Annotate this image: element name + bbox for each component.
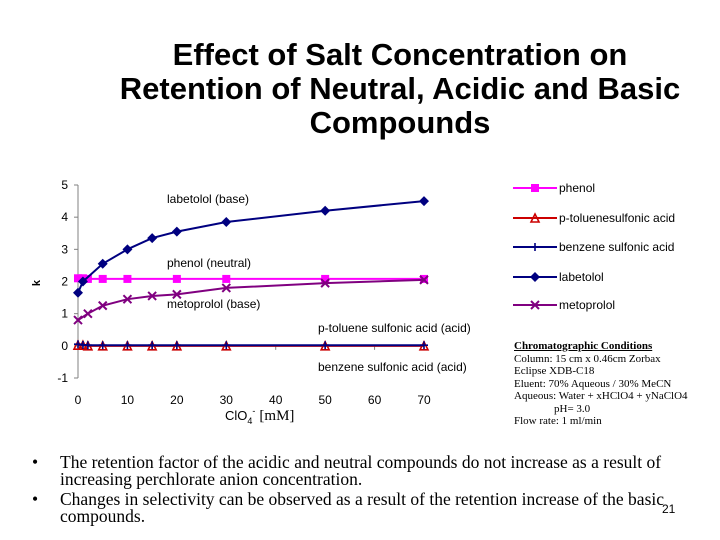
conditions-ph: pH= 3.0 bbox=[554, 402, 591, 415]
x-tick-label: 40 bbox=[269, 393, 283, 407]
data-point-metoprolol bbox=[98, 300, 108, 311]
data-point-labetolol bbox=[171, 226, 182, 237]
data-point-phenol bbox=[123, 274, 132, 283]
annotation-ptoluene: p-toluene sulfonic acid (acid) bbox=[318, 321, 471, 335]
data-point-metoprolol bbox=[122, 294, 133, 304]
data-point-benzene bbox=[222, 341, 231, 350]
bullet-list: • The retention factor of the acidic and… bbox=[28, 452, 714, 528]
data-point-phenol bbox=[83, 274, 92, 283]
data-point-metoprolol bbox=[83, 308, 93, 319]
x-tick-label: 0 bbox=[75, 393, 82, 407]
page-number: 21 bbox=[662, 502, 676, 516]
conditions-eluent: Eluent: 70% Aqueous / 30% MeCN bbox=[514, 377, 672, 390]
y-tick-label: 2 bbox=[61, 275, 68, 289]
data-point-labetolol bbox=[221, 216, 232, 227]
annotation-metoprolol: metoprolol (base) bbox=[167, 297, 260, 311]
data-point-labetolol bbox=[97, 258, 108, 269]
bullet-dot: • bbox=[32, 489, 39, 509]
conditions-flow: Flow rate: 1 ml/min bbox=[514, 415, 602, 427]
data-point-labetolol bbox=[147, 233, 158, 244]
data-point-labetolol bbox=[419, 196, 429, 207]
data-point-metoprolol bbox=[73, 315, 83, 325]
data-point-metoprolol bbox=[320, 278, 330, 288]
data-point-benzene bbox=[83, 341, 92, 350]
series-labetolol bbox=[73, 196, 429, 298]
y-axis-title: k bbox=[31, 279, 43, 286]
chart-legend: phenol p-toluenesulfonic acid benzene sulf… bbox=[513, 181, 675, 312]
y-tick-label: 1 bbox=[61, 307, 68, 321]
data-point-labetolol bbox=[73, 287, 83, 298]
data-point-phenol bbox=[222, 274, 231, 283]
bullet-text: The retention factor of the acidic and n… bbox=[60, 452, 662, 489]
legend-item-labetolol: labetolol bbox=[513, 270, 604, 284]
x-tick-label: 50 bbox=[318, 393, 332, 407]
chart-annotations: labetolol (base) phenol (neutral) metoprol… bbox=[167, 192, 471, 374]
y-tick-label: 4 bbox=[61, 210, 68, 224]
x-axis-title-main: ClO bbox=[225, 408, 247, 423]
slide-title: Effect of Salt Concentration on Retentio… bbox=[119, 37, 681, 140]
chromatographic-conditions: Chromatographic Conditions Column: 15 cm… bbox=[514, 340, 720, 428]
conditions-heading: Chromatographic Conditions bbox=[514, 340, 653, 352]
x-tick-label: 30 bbox=[220, 393, 234, 407]
y-tick-label: 0 bbox=[61, 339, 68, 353]
legend-label-ptoluene: p-toluenesulfonic acid bbox=[559, 211, 675, 225]
x-axis-title-sup: - bbox=[252, 406, 255, 416]
series-metoprolol bbox=[73, 275, 429, 325]
annotation-phenol: phenol (neutral) bbox=[167, 256, 251, 270]
series-benzene bbox=[74, 340, 428, 350]
legend-marker-ptoluene bbox=[529, 212, 541, 223]
x-axis-title-sub: 4 bbox=[247, 416, 252, 426]
legend-label-metoprolol: metoprolol bbox=[559, 298, 615, 312]
legend-item-benzene: benzene sulfonic acid bbox=[513, 240, 674, 254]
legend-marker-labetolol bbox=[530, 272, 540, 282]
annotation-benzene: benzene sulfonic acid (acid) bbox=[318, 360, 467, 374]
data-point-labetolol bbox=[320, 205, 331, 216]
y-tick-label: 5 bbox=[61, 178, 68, 192]
data-point-metoprolol bbox=[147, 291, 157, 301]
data-point-benzene bbox=[420, 341, 428, 350]
legend-item-phenol: phenol bbox=[513, 181, 595, 195]
data-point-phenol bbox=[74, 274, 82, 283]
legend-label-benzene: benzene sulfonic acid bbox=[559, 240, 674, 254]
bullet-item: • Changes in selectivity can be observed… bbox=[28, 489, 714, 526]
legend-item-metoprolol: metoprolol bbox=[513, 298, 615, 312]
x-tick-label: 60 bbox=[368, 393, 382, 407]
x-tick-label: 10 bbox=[121, 393, 135, 407]
data-point-phenol bbox=[172, 274, 181, 283]
x-tick-label: 70 bbox=[417, 393, 431, 407]
legend-label-phenol: phenol bbox=[559, 181, 595, 195]
data-point-metoprolol bbox=[419, 275, 429, 285]
data-point-benzene bbox=[98, 341, 107, 350]
data-point-labetolol bbox=[77, 276, 88, 287]
data-point-metoprolol bbox=[221, 283, 231, 293]
conditions-column-cont: Eclipse XDB-C18 bbox=[514, 365, 595, 377]
y-tick-label: -1 bbox=[57, 371, 68, 385]
conditions-aqueous: Aqueous: Water + xHClO4 + yNaClO4 bbox=[514, 390, 688, 402]
data-point-benzene bbox=[148, 341, 157, 350]
legend-marker-phenol bbox=[531, 184, 539, 192]
bullet-text: Changes in selectivity can be observed a… bbox=[60, 489, 665, 526]
legend-marker-metoprolol bbox=[530, 300, 540, 310]
legend-item-ptoluene: p-toluenesulfonic acid bbox=[513, 211, 675, 225]
x-axis-title-unit: [mM] bbox=[259, 408, 294, 424]
data-point-phenol bbox=[98, 274, 107, 283]
data-point-benzene bbox=[123, 341, 132, 350]
data-point-labetolol bbox=[122, 244, 133, 255]
data-point-benzene bbox=[172, 341, 181, 350]
x-tick-label: 20 bbox=[170, 393, 184, 407]
bullet-item: • The retention factor of the acidic and… bbox=[28, 452, 714, 489]
data-point-metoprolol bbox=[172, 289, 182, 300]
conditions-column: Column: 15 cm x 0.46cm Zorbax bbox=[514, 352, 661, 365]
annotation-labetolol: labetolol (base) bbox=[167, 192, 249, 206]
bullet-dot: • bbox=[32, 452, 39, 472]
x-axis-title: ClO4- [mM] bbox=[225, 406, 294, 426]
data-point-phenol bbox=[321, 274, 330, 283]
data-point-benzene bbox=[321, 341, 330, 350]
chart-series bbox=[72, 196, 430, 351]
legend-marker-benzene bbox=[531, 243, 539, 251]
y-tick-label: 3 bbox=[61, 242, 68, 256]
legend-label-labetolol: labetolol bbox=[559, 270, 604, 284]
